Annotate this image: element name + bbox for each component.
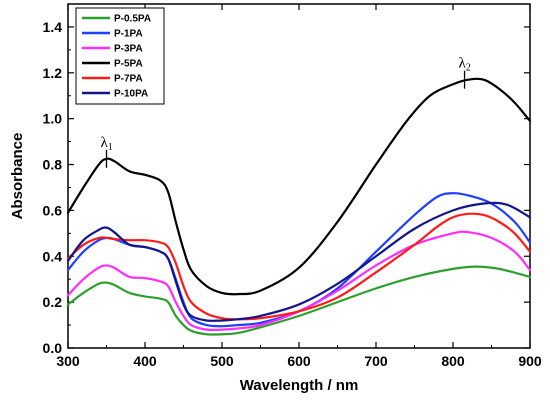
y-tick-label: 0.4 — [43, 248, 63, 264]
tick-labels: 300 400 500 600 700 800 900 0.0 0.2 0.4 0.6 0.8 1.0 1… — [43, 19, 542, 369]
peak-label: λ1 — [101, 135, 113, 153]
peak-annotations: λ1 λ2 — [101, 56, 471, 168]
x-tick-label: 600 — [287, 353, 311, 369]
series-lines — [66, 77, 532, 336]
series-line-p-5pa — [66, 77, 532, 296]
series-line-p-0-5pa — [66, 265, 532, 336]
x-tick-label: 300 — [56, 353, 80, 369]
y-tick-label: 0.6 — [43, 202, 63, 218]
x-tick-label: 900 — [518, 353, 542, 369]
series-line-p-10pa — [66, 201, 532, 322]
series-line-p-7pa — [66, 212, 532, 321]
legend: P-0.5PA P-1PA P-3PA P-5PA P-7PA P-10PA — [75, 7, 165, 105]
y-tick-label: 0.0 — [43, 340, 63, 356]
y-tick-label: 0.2 — [43, 294, 63, 310]
y-tick-label: 1.0 — [43, 111, 63, 127]
legend-label: P-0.5PA — [114, 14, 151, 25]
legend-box — [75, 7, 165, 105]
legend-label: P-1PA — [114, 29, 143, 40]
y-tick-label: 0.8 — [43, 157, 63, 173]
legend-label: P-3PA — [114, 44, 143, 55]
legend-label: P-10PA — [114, 89, 148, 100]
legend-label: P-7PA — [114, 74, 143, 85]
x-tick-label: 700 — [364, 353, 388, 369]
y-tick-label: 1.2 — [43, 65, 63, 81]
x-tick-label: 800 — [441, 353, 465, 369]
x-axis-title: Wavelength / nm — [240, 377, 359, 394]
y-tick-label: 1.4 — [43, 19, 63, 35]
series-line-p-1pa — [66, 192, 532, 328]
peak-label: λ2 — [459, 56, 471, 74]
x-tick-label: 500 — [210, 353, 234, 369]
legend-label: P-5PA — [114, 59, 143, 70]
y-axis-title: Absorbance — [9, 133, 26, 220]
series-line-p-3pa — [66, 230, 532, 332]
x-tick-label: 400 — [133, 353, 157, 369]
